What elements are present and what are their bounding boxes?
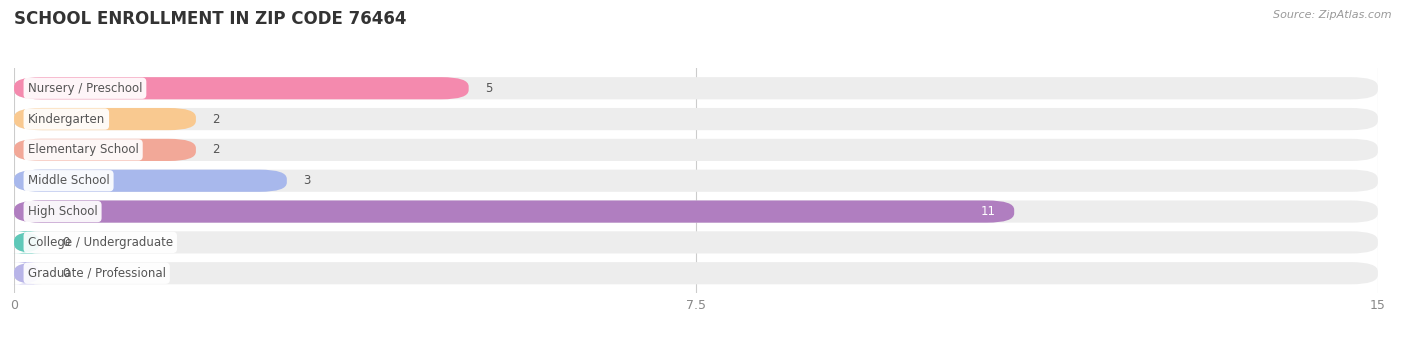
FancyBboxPatch shape — [13, 231, 41, 253]
FancyBboxPatch shape — [13, 262, 41, 284]
FancyBboxPatch shape — [14, 77, 1378, 99]
Text: Graduate / Professional: Graduate / Professional — [28, 267, 166, 280]
Text: Nursery / Preschool: Nursery / Preschool — [28, 82, 142, 95]
Text: Kindergarten: Kindergarten — [28, 113, 105, 125]
Text: High School: High School — [28, 205, 97, 218]
Text: Middle School: Middle School — [28, 174, 110, 187]
FancyBboxPatch shape — [14, 139, 195, 161]
FancyBboxPatch shape — [14, 77, 468, 99]
Text: 5: 5 — [485, 82, 492, 95]
FancyBboxPatch shape — [14, 201, 1014, 223]
FancyBboxPatch shape — [14, 231, 1378, 253]
Text: 2: 2 — [212, 113, 219, 125]
Text: College / Undergraduate: College / Undergraduate — [28, 236, 173, 249]
FancyBboxPatch shape — [14, 201, 1378, 223]
FancyBboxPatch shape — [14, 169, 1378, 192]
Text: Source: ZipAtlas.com: Source: ZipAtlas.com — [1274, 10, 1392, 20]
FancyBboxPatch shape — [14, 108, 195, 130]
Text: 3: 3 — [304, 174, 311, 187]
Text: 0: 0 — [62, 236, 70, 249]
Text: 11: 11 — [981, 205, 995, 218]
Text: 0: 0 — [62, 267, 70, 280]
Text: 2: 2 — [212, 144, 219, 157]
FancyBboxPatch shape — [14, 262, 1378, 284]
Text: Elementary School: Elementary School — [28, 144, 139, 157]
FancyBboxPatch shape — [14, 108, 1378, 130]
FancyBboxPatch shape — [14, 139, 1378, 161]
Text: SCHOOL ENROLLMENT IN ZIP CODE 76464: SCHOOL ENROLLMENT IN ZIP CODE 76464 — [14, 10, 406, 28]
FancyBboxPatch shape — [14, 169, 287, 192]
